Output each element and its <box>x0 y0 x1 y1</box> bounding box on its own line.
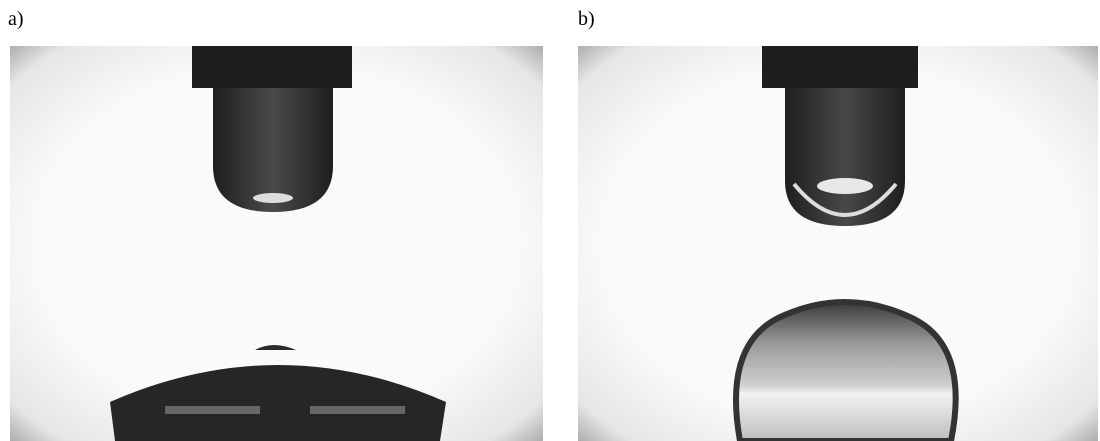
photo-a <box>10 46 543 441</box>
photo-b <box>578 46 1098 441</box>
figure: a) b) <box>0 0 1100 441</box>
panel-label: a) <box>8 8 24 31</box>
panel-label: b) <box>578 8 595 31</box>
